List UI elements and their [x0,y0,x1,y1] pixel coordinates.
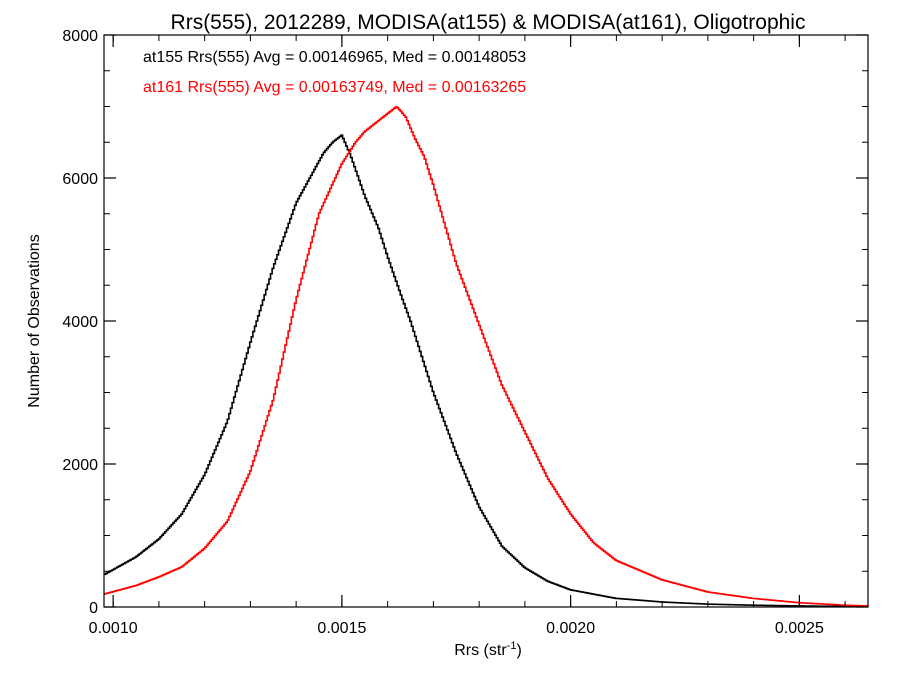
legend-at155-stats: at155 Rrs(555) Avg = 0.00146965, Med = 0… [143,49,526,66]
x-axis: 0.0010 0.0015 0.0020 0.0025 [89,35,846,637]
series-line-at161 [104,106,869,607]
plot-area [104,106,869,608]
y-axis-label: Number of Observations [26,234,43,407]
x-tick-label: 0.0010 [89,620,138,637]
x-tick-label: 0.0025 [775,620,824,637]
y-tick-label: 6000 [62,171,98,188]
x-axis-label: Rrs (str-1) [454,640,522,659]
y-axis: 0 2000 4000 6000 8000 [62,28,868,617]
y-tick-label: 0 [89,600,98,617]
series-line-at155 [104,134,869,608]
y-tick-label: 8000 [62,28,98,45]
x-tick-label: 0.0015 [317,620,366,637]
y-tick-label: 2000 [62,457,98,474]
y-tick-label: 4000 [62,314,98,331]
chart-title: Rrs(555), 2012289, MODISA(at155) & MODIS… [171,11,806,34]
legend-at161-stats: at161 Rrs(555) Avg = 0.00163749, Med = 0… [143,79,526,96]
x-tick-label: 0.0020 [546,620,595,637]
